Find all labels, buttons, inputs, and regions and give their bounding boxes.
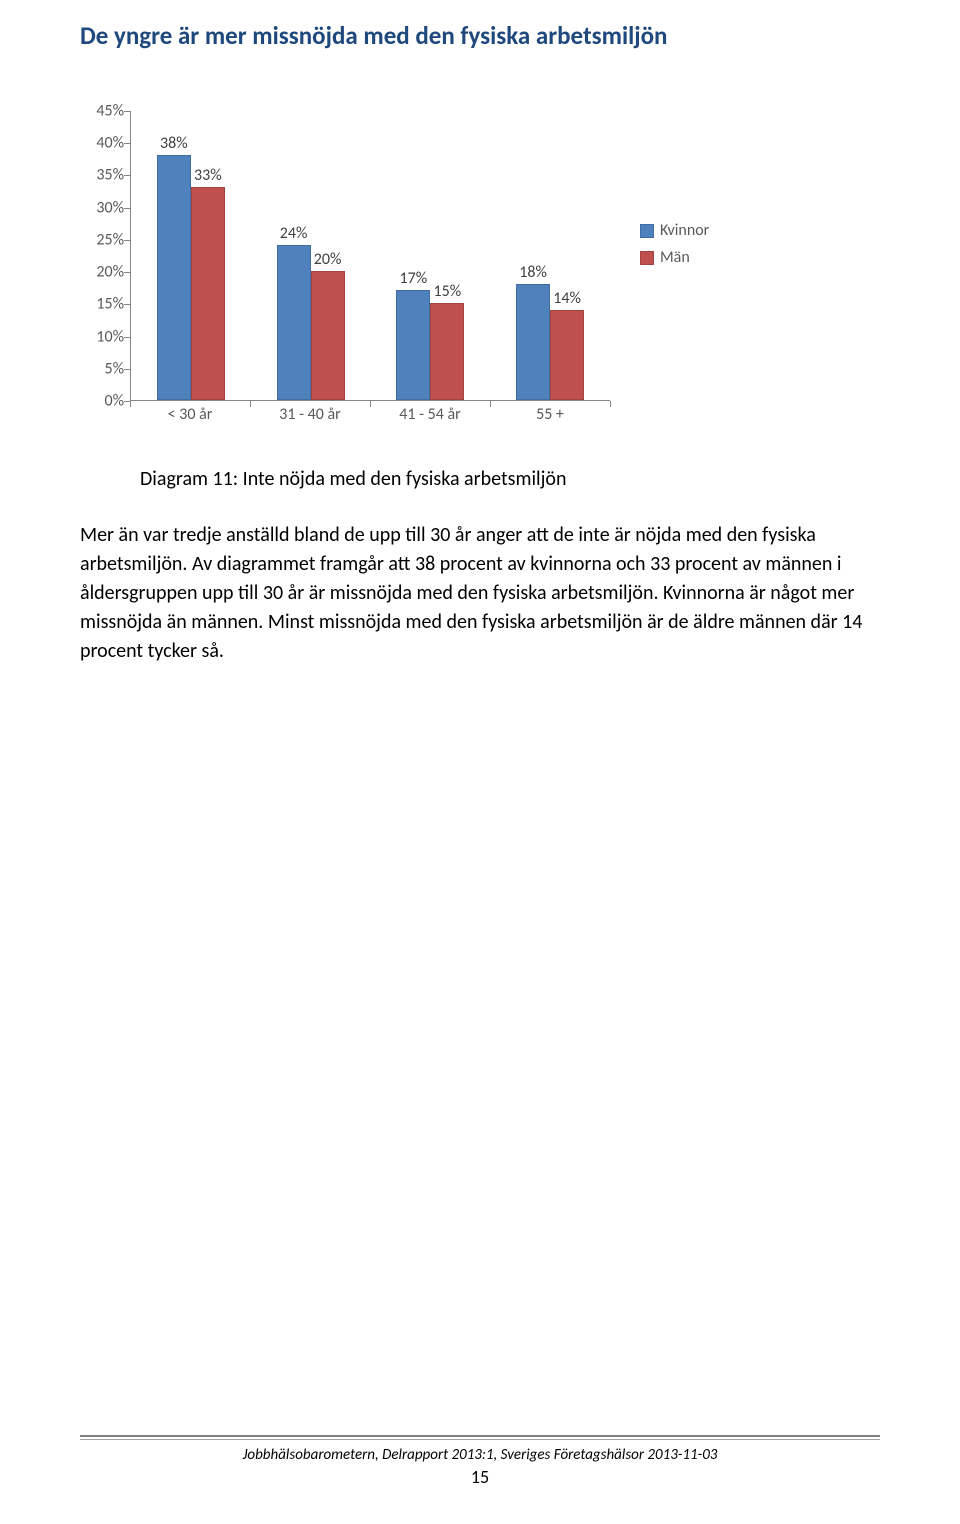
body-paragraph: Mer än var tredje anställd bland de upp … xyxy=(80,521,880,666)
y-axis-label: 45% xyxy=(80,102,130,121)
bar-value-label: 33% xyxy=(194,166,222,185)
x-axis-label: 55 + xyxy=(490,405,610,424)
bar-value-label: 18% xyxy=(519,263,547,282)
legend-item: Män xyxy=(640,248,709,267)
page-footer: Jobbhälsobarometern, Delrapport 2013:1, … xyxy=(80,1435,880,1488)
bar-value-label: 24% xyxy=(280,224,308,243)
y-axis-label: 5% xyxy=(80,359,130,378)
bar-value-label: 15% xyxy=(434,282,462,301)
plot-area: 38%33%24%20%17%15%18%14% xyxy=(130,111,610,401)
bar-value-label: 38% xyxy=(160,134,188,153)
y-axis-label: 25% xyxy=(80,230,130,249)
legend-item: Kvinnor xyxy=(640,221,709,240)
chart-legend: Kvinnor Män xyxy=(640,221,709,275)
chart-caption: Diagram 11: Inte nöjda med den fysiska a… xyxy=(140,467,880,491)
bar-group: 17%15% xyxy=(371,111,491,400)
y-axis-label: 10% xyxy=(80,327,130,346)
bar-value-label: 14% xyxy=(553,289,581,308)
x-axis-label: < 30 år xyxy=(130,405,250,424)
page-number: 15 xyxy=(80,1466,880,1488)
legend-swatch xyxy=(640,251,654,265)
bar: 14% xyxy=(550,310,584,400)
y-axis-label: 0% xyxy=(80,392,130,411)
y-axis-label: 40% xyxy=(80,134,130,153)
y-axis-label: 15% xyxy=(80,295,130,314)
bar: 24% xyxy=(277,245,311,400)
bar-group: 38%33% xyxy=(131,111,251,400)
bar: 38% xyxy=(157,155,191,400)
x-axis-label: 41 - 54 år xyxy=(370,405,490,424)
bar-chart: 0%5%10%15%20%25%30%35%40%45% 38%33%24%20… xyxy=(80,111,780,451)
bar-group: 18%14% xyxy=(490,111,610,400)
bar-group: 24%20% xyxy=(251,111,371,400)
bar: 15% xyxy=(430,303,464,400)
legend-swatch xyxy=(640,224,654,238)
bar: 18% xyxy=(516,284,550,400)
bar: 33% xyxy=(191,187,225,400)
bar: 20% xyxy=(311,271,345,400)
bar: 17% xyxy=(396,290,430,400)
legend-label: Kvinnor xyxy=(660,221,709,240)
x-axis-label: 31 - 40 år xyxy=(250,405,370,424)
bar-value-label: 17% xyxy=(400,269,428,288)
y-axis-label: 35% xyxy=(80,166,130,185)
y-axis-label: 30% xyxy=(80,198,130,217)
page-heading: De yngre är mer missnöjda med den fysisk… xyxy=(80,20,880,51)
legend-label: Män xyxy=(660,248,690,267)
bar-value-label: 20% xyxy=(314,250,342,269)
footer-text: Jobbhälsobarometern, Delrapport 2013:1, … xyxy=(80,1446,880,1464)
y-axis-label: 20% xyxy=(80,263,130,282)
